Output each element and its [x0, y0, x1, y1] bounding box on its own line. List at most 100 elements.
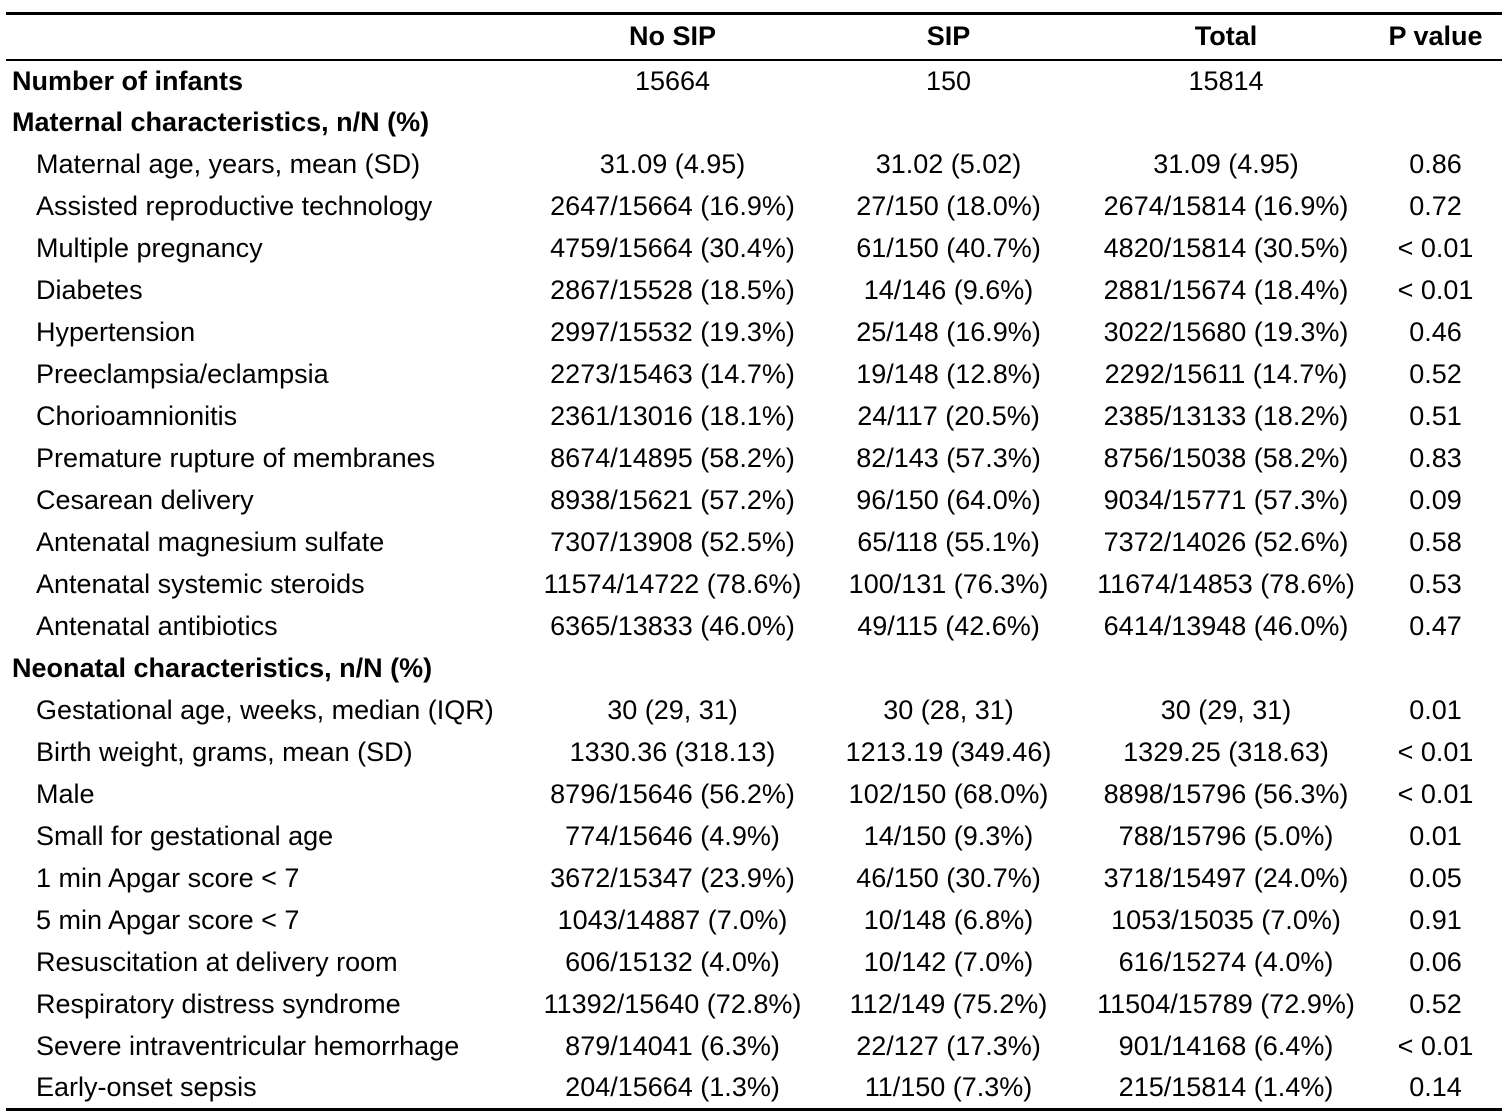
value-total: 788/15796 (5.0%)	[1118, 821, 1334, 851]
value-p: 0.53	[1409, 569, 1462, 599]
row-label: Resuscitation at delivery room	[36, 947, 398, 977]
value-sip: 102/150 (68.0%)	[848, 779, 1049, 809]
section-header-row: Neonatal characteristics, n/N (%)	[6, 648, 1502, 690]
table-header: No SIP SIP Total P value	[6, 13, 1502, 60]
value-total: 3022/15680 (19.3%)	[1103, 317, 1349, 347]
table-row: Diabetes 2867/15528 (18.5%) 14/146 (9.6%) 2…	[6, 270, 1502, 312]
column-header-no-sip: No SIP	[628, 21, 716, 52]
value-no-sip: 204/15664 (1.3%)	[565, 1072, 780, 1103]
value-sip: 10/142 (7.0%)	[863, 947, 1034, 977]
count-row: Number of infants 15664 150 15814	[6, 60, 1502, 102]
table-row: Multiple pregnancy 4759/15664 (30.4%) 61/1…	[6, 228, 1502, 270]
value-total: 31.09 (4.95)	[1153, 149, 1299, 179]
value-total: 30 (29, 31)	[1160, 695, 1292, 725]
section-header-row: Maternal characteristics, n/N (%)	[6, 102, 1502, 144]
value-sip: 1213.19 (349.46)	[845, 737, 1052, 767]
value-p: 0.01	[1409, 695, 1462, 725]
column-header-sip: SIP	[926, 21, 971, 52]
row-label: Diabetes	[36, 275, 143, 305]
table-row: 5 min Apgar score < 7 1043/14887 (7.0%) 10…	[6, 900, 1502, 942]
section-title: Neonatal characteristics, n/N (%)	[12, 653, 433, 683]
table-row: Small for gestational age 774/15646 (4.9%…	[6, 816, 1502, 858]
value-sip: 11/150 (7.3%)	[864, 1072, 1033, 1103]
row-label: Premature rupture of membranes	[36, 443, 436, 473]
table-row: Assisted reproductive technology 2647/156…	[6, 186, 1502, 228]
value-no-sip: 8674/14895 (58.2%)	[550, 443, 795, 473]
value-p: 0.52	[1409, 989, 1462, 1019]
value-no-sip: 3672/15347 (23.9%)	[550, 863, 795, 893]
value-p: < 0.01	[1397, 233, 1474, 263]
row-label: Multiple pregnancy	[36, 233, 263, 263]
value-no-sip: 15664	[634, 65, 711, 96]
value-p: < 0.01	[1397, 275, 1474, 305]
value-no-sip: 774/15646 (4.9%)	[565, 821, 780, 851]
value-no-sip: 30 (29, 31)	[607, 695, 738, 725]
value-p: 0.83	[1409, 443, 1462, 473]
table-row: Chorioamnionitis 2361/13016 (18.1%) 24/117…	[6, 396, 1502, 438]
row-label: Preeclampsia/eclampsia	[36, 359, 329, 389]
table-row: Preeclampsia/eclampsia 2273/15463 (14.7%)…	[6, 354, 1502, 396]
row-label: 1 min Apgar score < 7	[36, 863, 300, 893]
value-p: 0.91	[1409, 905, 1462, 935]
row-label: Chorioamnionitis	[36, 401, 238, 431]
value-p: 0.09	[1409, 485, 1462, 515]
value-sip: 14/146 (9.6%)	[863, 275, 1034, 305]
row-label: Early-onset sepsis	[36, 1072, 257, 1103]
value-p	[1369, 60, 1502, 102]
table-row: Early-onset sepsis 204/15664 (1.3%) 11/150…	[6, 1068, 1502, 1110]
value-p: 0.47	[1409, 611, 1462, 641]
row-label: Number of infants	[12, 65, 244, 96]
value-sip: 31.02 (5.02)	[875, 149, 1022, 179]
value-no-sip: 2867/15528 (18.5%)	[550, 275, 795, 305]
row-label: Cesarean delivery	[36, 485, 254, 515]
section-title: Maternal characteristics, n/N (%)	[12, 107, 430, 137]
value-no-sip: 2647/15664 (16.9%)	[550, 191, 795, 221]
value-sip: 14/150 (9.3%)	[863, 821, 1034, 851]
value-p: 0.14	[1409, 1072, 1462, 1103]
value-sip: 25/148 (16.9%)	[856, 317, 1041, 347]
table-row: Birth weight, grams, mean (SD) 1330.36 (3…	[6, 732, 1502, 774]
value-total: 215/15814 (1.4%)	[1118, 1072, 1334, 1103]
row-label: Respiratory distress syndrome	[36, 989, 401, 1019]
value-no-sip: 879/14041 (6.3%)	[565, 1031, 780, 1061]
row-label: Antenatal systemic steroids	[36, 569, 365, 599]
value-p: 0.58	[1409, 527, 1462, 557]
value-p: 0.01	[1409, 821, 1462, 851]
value-no-sip: 8938/15621 (57.2%)	[550, 485, 795, 515]
row-label: Gestational age, weeks, median (IQR)	[36, 695, 494, 725]
value-sip: 150	[925, 65, 972, 96]
row-label: Antenatal magnesium sulfate	[36, 527, 385, 557]
value-sip: 30 (28, 31)	[883, 695, 1014, 725]
value-no-sip: 1043/14887 (7.0%)	[557, 905, 788, 935]
row-label: 5 min Apgar score < 7	[36, 905, 300, 935]
characteristics-table: No SIP SIP Total P value Number of infan…	[6, 12, 1502, 1111]
value-no-sip: 2273/15463 (14.7%)	[550, 359, 795, 389]
table-row: Severe intraventricular hemorrhage 879/14…	[6, 1026, 1502, 1068]
table-row: Resuscitation at delivery room 606/15132 …	[6, 942, 1502, 984]
value-total: 901/14168 (6.4%)	[1118, 1031, 1334, 1061]
value-total: 2881/15674 (18.4%)	[1103, 275, 1349, 305]
table-row: Respiratory distress syndrome 11392/15640…	[6, 984, 1502, 1026]
value-sip: 82/143 (57.3%)	[856, 443, 1041, 473]
value-total: 3718/15497 (24.0%)	[1103, 863, 1349, 893]
value-total: 7372/14026 (52.6%)	[1103, 527, 1349, 557]
table-row: Antenatal magnesium sulfate 7307/13908 (5…	[6, 522, 1502, 564]
value-total: 11504/15789 (72.9%)	[1097, 989, 1355, 1019]
row-label: Maternal age, years, mean (SD)	[36, 149, 421, 179]
value-sip: 61/150 (40.7%)	[856, 233, 1041, 263]
value-sip: 27/150 (18.0%)	[856, 191, 1041, 221]
row-label: Small for gestational age	[36, 821, 334, 851]
header-row: No SIP SIP Total P value	[6, 13, 1502, 60]
value-p: < 0.01	[1397, 737, 1474, 767]
value-total: 4820/15814 (30.5%)	[1103, 233, 1349, 263]
value-no-sip: 4759/15664 (30.4%)	[550, 233, 795, 263]
value-sip: 96/150 (64.0%)	[856, 485, 1041, 515]
value-p: 0.46	[1409, 317, 1462, 347]
table-row: Antenatal antibiotics 6365/13833 (46.0%) 4…	[6, 606, 1502, 648]
value-no-sip: 606/15132 (4.0%)	[565, 947, 780, 977]
value-p: 0.52	[1409, 359, 1462, 389]
table-row: Maternal age, years, mean (SD) 31.09 (4.9…	[6, 144, 1502, 186]
value-no-sip: 6365/13833 (46.0%)	[550, 611, 795, 641]
value-total: 2292/15611 (14.7%)	[1104, 359, 1348, 389]
